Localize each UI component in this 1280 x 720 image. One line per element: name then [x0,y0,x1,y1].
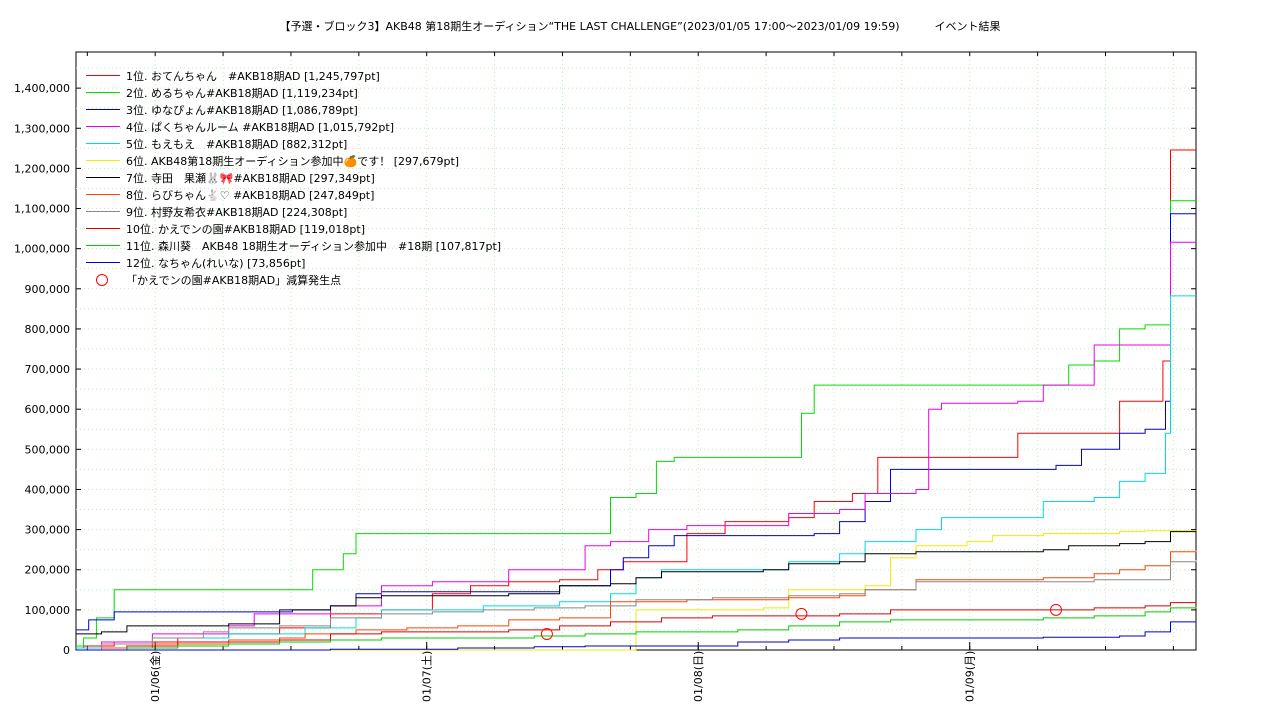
legend-swatch [86,211,120,212]
chart-title-main: 【予選・ブロック3】AKB48 第18期生オーディション“THE LAST CH… [279,20,900,33]
legend-swatch [86,245,120,246]
legend-label: 11位. 森川葵 AKB48 18期生オーディション参加中 #18期 [107,… [126,239,502,253]
legend-item: 9位. 村野友希衣#AKB18期AD [224,308pt] [86,203,501,220]
y-tick-label: 800,000 [25,323,71,336]
y-tick-label: 200,000 [25,564,71,577]
legend-swatch [86,75,120,76]
series-line-7 [76,530,1197,635]
y-tick-label: 0 [63,644,70,657]
circle-marker-icon [96,273,108,286]
legend-label: 2位. めるちゃん#AKB18期AD [1,119,234pt] [126,86,358,100]
legend-swatch [86,228,120,229]
legend-label: 9位. 村野友希衣#AKB18期AD [224,308pt] [126,205,348,219]
deduction-marker [540,627,553,640]
legend-swatch [86,262,120,263]
chart-title: 【予選・ブロック3】AKB48 第18期生オーディション“THE LAST CH… [0,18,1280,34]
series-line-12 [76,620,1197,651]
x-tick-label: 01/08(日) [692,651,705,702]
legend-item: 2位. めるちゃん#AKB18期AD [1,119,234pt] [86,84,501,101]
legend-item: 11位. 森川葵 AKB48 18期生オーディション参加中 #18期 [107,… [86,237,501,254]
legend-label: 7位. 寺田 果瀬🐰🎀#AKB18期AD [297,349pt] [126,171,375,185]
x-tick-label: 01/06(金) [148,651,162,702]
legend-item-marker: 「かえでンの園#AKB18期AD」減算発生点 [86,271,501,288]
legend-swatch [86,109,120,110]
deduction-marker [795,607,808,620]
y-tick-label: 700,000 [25,363,71,376]
legend-label: 8位. らびちゃん🐇♡ #AKB18期AD [247,849pt] [126,188,375,202]
series-line-5 [76,295,1196,649]
y-tick-label: 900,000 [25,283,71,296]
series-line-4 [76,241,1196,649]
legend-item: 7位. 寺田 果瀬🐰🎀#AKB18期AD [297,349pt] [86,169,501,186]
legend-label: 5位. もえもえ #AKB18期AD [882,312pt] [126,137,348,151]
y-tick-label: 400,000 [25,483,71,496]
legend-swatch [86,160,120,161]
y-tick-label: 1,100,000 [14,203,70,216]
chart-legend: 1位. おてんちゃん #AKB18期AD [1,245,797pt] 2位. める… [86,67,501,288]
y-tick-label: 100,000 [25,604,71,617]
legend-swatch [86,92,120,93]
y-tick-label: 1,200,000 [14,162,70,175]
legend-item: 4位. ぱくちゃんルーム #AKB18期AD [1,015,792pt] [86,118,501,135]
series-line-9 [76,560,1197,651]
legend-item: 6位. AKB48第18期生オーディション参加中🍊です！ [297,679pt] [86,152,501,169]
legend-item: 3位. ゆなぴょん#AKB18期AD [1,086,789pt] [86,101,501,118]
y-tick-label: 600,000 [25,403,71,416]
legend-item: 12位. なちゃん(れいな) [73,856pt] [86,254,501,271]
legend-item: 10位. かえでンの園#AKB18期AD [119,018pt] [86,220,501,237]
y-tick-label: 500,000 [25,443,71,456]
y-tick-label: 300,000 [25,524,71,537]
legend-item: 1位. おてんちゃん #AKB18期AD [1,245,797pt] [86,67,501,84]
series-line-11 [76,606,1197,651]
legend-label: 12位. なちゃん(れいな) [73,856pt] [126,256,306,270]
legend-label: 「かえでンの園#AKB18期AD」減算発生点 [126,273,342,287]
y-tick-label: 1,300,000 [14,122,70,135]
legend-item: 5位. もえもえ #AKB18期AD [882,312pt] [86,135,501,152]
y-tick-label: 1,400,000 [14,82,70,95]
legend-label: 10位. かえでンの園#AKB18期AD [119,018pt] [126,222,366,236]
series-line-6 [76,530,1197,651]
legend-label: 4位. ぱくちゃんルーム #AKB18期AD [1,015,792pt] [126,120,395,134]
legend-label: 6位. AKB48第18期生オーディション参加中🍊です！ [297,679pt] [126,154,460,168]
legend-label: 3位. ゆなぴょん#AKB18期AD [1,086,789pt] [126,103,358,117]
y-tick-label: 1,000,000 [14,243,70,256]
series-line-2 [76,200,1196,647]
legend-swatch [86,194,120,195]
legend-swatch [86,143,120,144]
chart-subtitle: イベント結果 [934,20,1001,33]
x-tick-label: 01/09(月) [964,651,977,702]
deduction-marker [1050,603,1062,616]
legend-label: 1位. おてんちゃん #AKB18期AD [1,245,797pt] [126,69,380,83]
legend-swatch [86,177,120,178]
series-line-8 [76,550,1197,651]
plot-area [75,51,1197,651]
legend-swatch [86,126,120,127]
legend-item: 8位. らびちゃん🐇♡ #AKB18期AD [247,849pt] [86,186,501,203]
x-tick-label: 01/07(土) [421,651,434,702]
